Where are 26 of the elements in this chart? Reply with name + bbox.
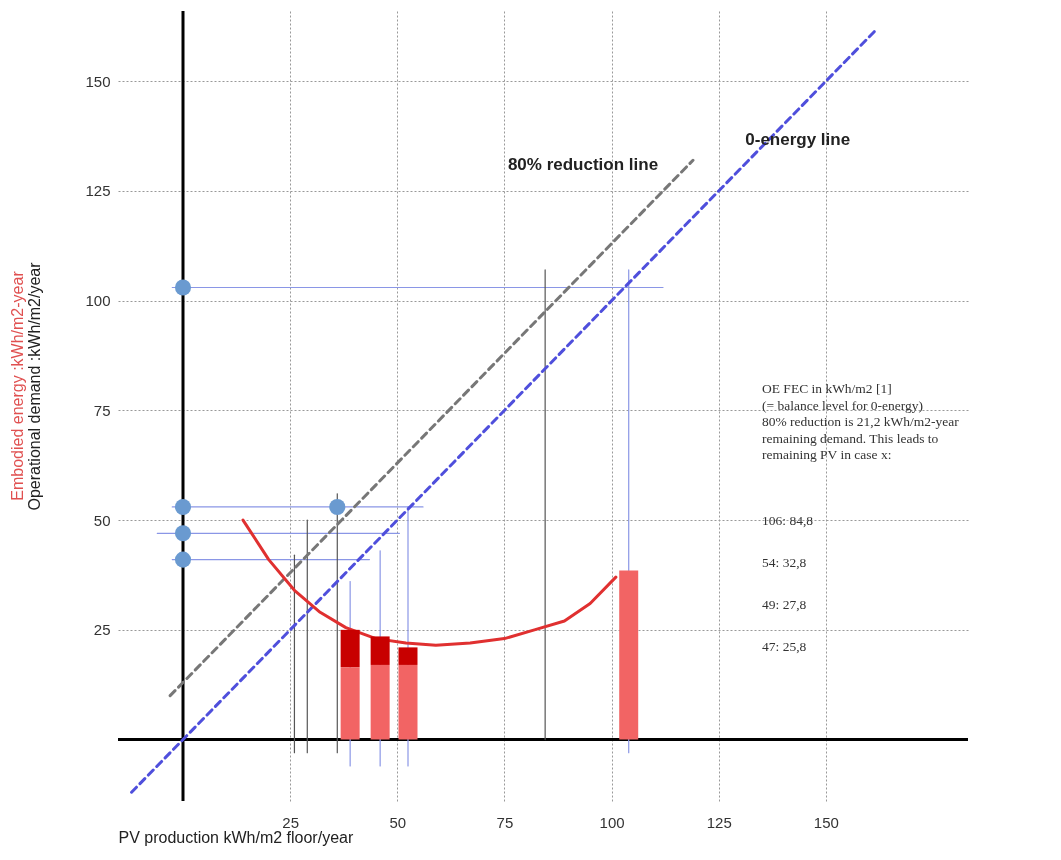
x-tick-label: 150 [813, 813, 839, 831]
annotation: 106: 84,8 [762, 513, 814, 528]
x-tick-label: 50 [389, 813, 407, 831]
x-axis-title: PV production kWh/m2 floor/year [118, 828, 354, 846]
y-tick-label: 75 [93, 401, 111, 419]
annotation: remaining PV in case x: [762, 447, 892, 462]
x-tick-label: 25 [282, 813, 299, 831]
annotation: remaining demand. This leads to [762, 430, 939, 446]
annotation: 47: 25,8 [762, 639, 807, 654]
annotation: 80% reduction is 21,2 kWh/m2-year [762, 414, 960, 429]
series-label: 80% reduction line [507, 155, 659, 175]
x-tick-label: 125 [706, 813, 732, 831]
x-tick-label: 100 [599, 813, 625, 831]
annotation: 54: 32,8 [762, 555, 807, 570]
x-tick-label: 75 [496, 813, 514, 831]
series-label: 0-energy line [745, 129, 851, 149]
text: Embodied energy :kWh/m2-year [9, 270, 26, 501]
annotation: OE FEC in kWh/m2 [1] [762, 381, 892, 396]
y-tick-label: 125 [85, 182, 111, 200]
y-tick-label: 50 [93, 511, 111, 529]
y-tick-label: 150 [85, 72, 111, 90]
y-tick-label: 25 [93, 621, 111, 639]
y-axis-title: Operational demand :kWh/m2/year [25, 261, 43, 511]
annotation: (= balance level for 0-energy) [762, 397, 924, 413]
annotation: 49: 27,8 [762, 597, 807, 612]
y-tick-label: 100 [85, 292, 111, 310]
